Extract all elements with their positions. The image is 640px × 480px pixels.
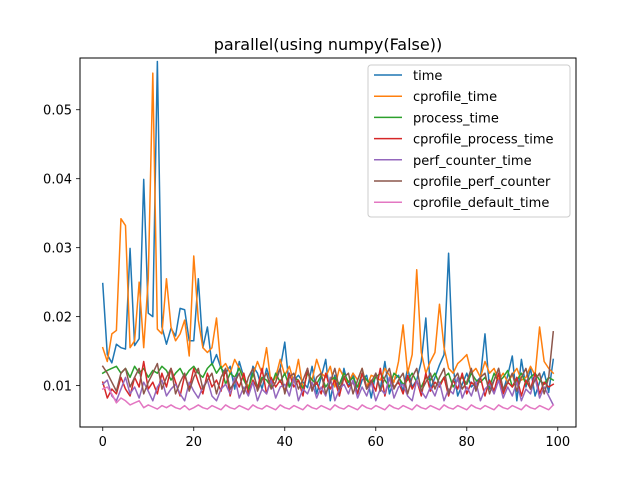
y-tick-label: 0.03 bbox=[43, 242, 72, 257]
x-tick-label: 100 bbox=[545, 435, 570, 450]
x-tick-label: 80 bbox=[459, 435, 476, 450]
series-line-cprofile-default-time bbox=[101, 386, 555, 411]
plot-frame bbox=[79, 57, 577, 428]
y-tick-label: 0.04 bbox=[43, 173, 72, 188]
legend: time cprofile_time process_time cprofile_pr… bbox=[367, 64, 571, 218]
legend-label: process_time bbox=[413, 111, 499, 126]
legend-label: cprofile_perf_counter bbox=[413, 175, 551, 190]
legend-label: cprofile_process_time bbox=[413, 133, 554, 148]
x-tick-label: 20 bbox=[185, 435, 202, 450]
series-layer bbox=[101, 60, 555, 411]
x-axis: 0 20 40 60 80 100 bbox=[99, 427, 570, 450]
y-axis: 0.01 0.02 0.03 0.04 0.05 bbox=[43, 104, 80, 395]
legend-box bbox=[367, 64, 571, 218]
legend-label: time bbox=[413, 69, 442, 84]
legend-label: perf_counter_time bbox=[413, 154, 532, 169]
chart-title: parallel(using numpy(False)) bbox=[214, 35, 442, 54]
series-line-cprofile-perf-counter bbox=[101, 330, 555, 395]
x-tick-label: 60 bbox=[368, 435, 385, 450]
y-tick-label: 0.01 bbox=[43, 380, 72, 395]
y-tick-label: 0.02 bbox=[43, 311, 72, 326]
x-tick-label: 0 bbox=[99, 435, 107, 450]
series-line-cprofile-time bbox=[101, 72, 555, 390]
y-tick-label: 0.05 bbox=[43, 104, 72, 119]
legend-label: cprofile_default_time bbox=[413, 196, 549, 211]
legend-label: cprofile_time bbox=[413, 90, 497, 105]
x-tick-label: 40 bbox=[276, 435, 293, 450]
